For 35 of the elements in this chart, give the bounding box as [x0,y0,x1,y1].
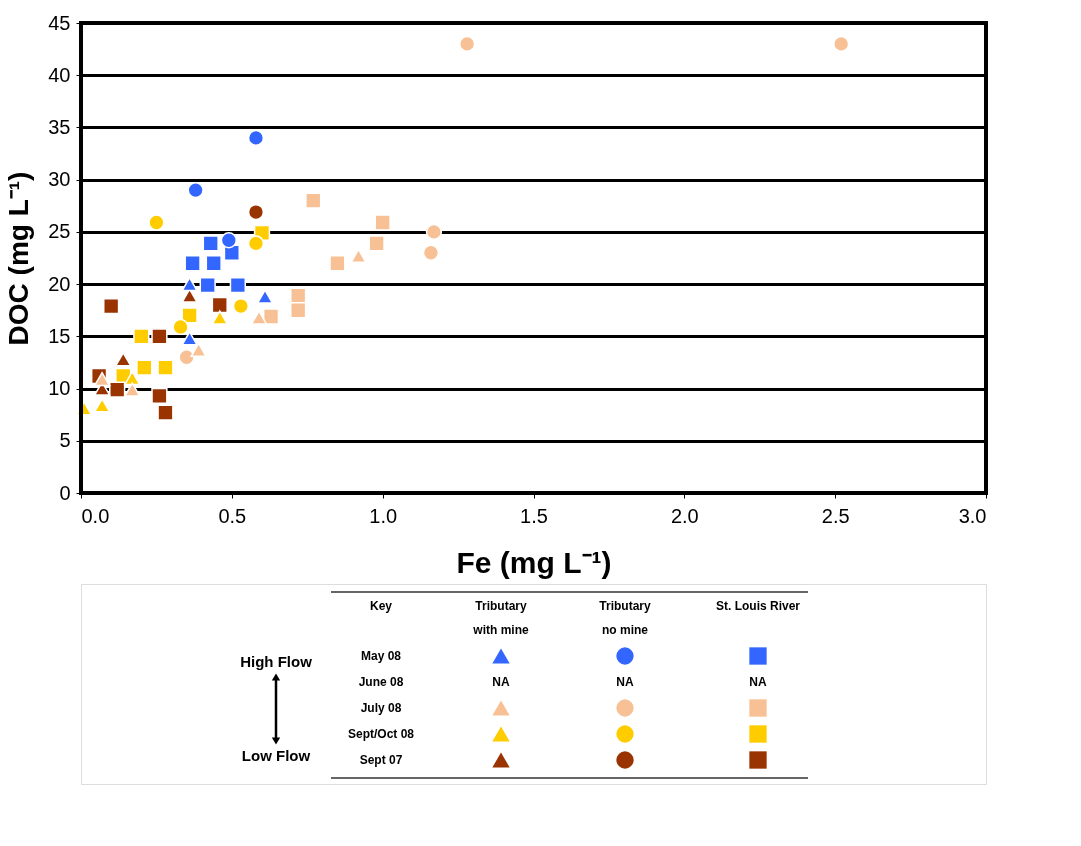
text: June 08 [358,675,404,689]
text: High Flow [240,653,313,670]
y-tick-label: 20 [48,272,71,295]
x-tick-label: 1.5 [520,504,548,527]
y-tick-label: 5 [59,429,71,452]
y-tick-label: 0 [59,481,71,504]
y-tick-label: 15 [48,324,71,347]
x-tick-label: 2.5 [821,504,850,527]
text: NA [492,675,510,689]
text: St. Louis River [715,599,801,613]
x-tick-label: 3.0 [958,504,987,527]
y-tick-label: 25 [48,220,71,243]
text: Sept/Oct 08 [347,727,415,741]
y-tick-label: 10 [48,377,71,400]
x-axis-title: Fe (mg L⁻¹) [456,545,612,579]
x-tick-label: 0.0 [81,504,110,527]
text: with mine [472,623,529,637]
x-tick-label: 2.0 [670,504,699,527]
text: Key [369,599,393,613]
text: Tributary [599,599,651,613]
x-tick-label: 0.5 [218,504,247,527]
y-tick-label: 35 [48,115,71,138]
text: no mine [601,623,649,637]
x-tick-label: 1.0 [369,504,398,527]
y-axis-title: DOC (mg L⁻¹) [3,171,35,346]
text: Tributary [475,599,527,613]
text: Sept 07 [359,753,403,767]
y-tick-label: 30 [48,168,71,191]
y-tick-label: 45 [48,11,71,34]
text: Low Flow [241,747,311,764]
text: July 08 [360,701,402,715]
text: NA [749,675,767,689]
text: May 08 [360,649,402,663]
y-tick-label: 40 [48,63,71,86]
text: NA [616,675,634,689]
